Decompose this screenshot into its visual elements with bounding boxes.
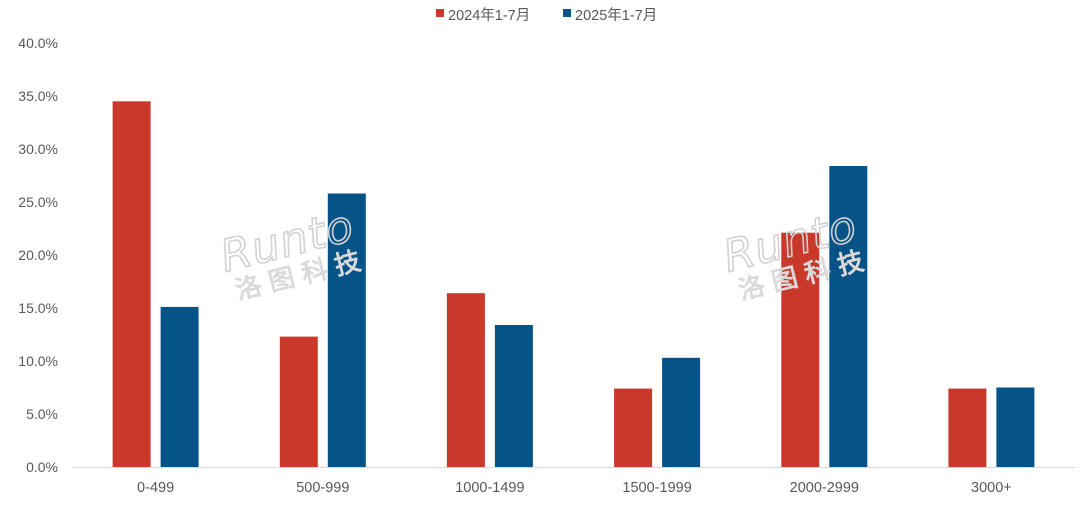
legend-swatch-2025	[563, 9, 571, 17]
bar-series1-2000-2999	[781, 232, 820, 467]
bar-series1-500-999	[279, 336, 318, 467]
y-tick-label: 10.0%	[18, 353, 58, 369]
y-tick-label: 20.0%	[18, 247, 58, 263]
bar-series1-3000+	[948, 388, 987, 467]
legend-label-2025: 2025年1-7月	[575, 7, 657, 24]
y-axis: 0.0% 5.0% 10.0% 15.0% 20.0% 25.0% 30.0% 35.0% 40…	[18, 35, 58, 475]
x-tick-label: 3000+	[971, 480, 1012, 496]
legend-swatch-2024	[436, 9, 444, 17]
bar-series2-2000-2999	[829, 166, 868, 467]
bar-series1-1000-1499	[446, 293, 485, 467]
legend-label-2024: 2024年1-7月	[448, 7, 530, 24]
bar-series2-1500-1999	[662, 357, 701, 467]
y-tick-label: 15.0%	[18, 300, 58, 316]
y-tick-label: 0.0%	[26, 459, 58, 475]
y-tick-label: 5.0%	[26, 406, 58, 422]
bar-series2-0-499	[160, 306, 199, 467]
y-tick-label: 35.0%	[18, 88, 58, 104]
bar-series1-0-499	[112, 101, 151, 468]
bar-series2-3000+	[996, 387, 1035, 467]
x-tick-label: 0-499	[137, 480, 174, 496]
bar-series1-1500-1999	[614, 388, 653, 467]
x-tick-label: 2000-2999	[790, 480, 859, 496]
y-tick-label: 40.0%	[18, 35, 58, 51]
x-axis: 0-499 500-999 1000-1499 1500-1999 2000-2999 3…	[137, 480, 1012, 496]
bars	[112, 101, 1035, 468]
y-tick-label: 25.0%	[18, 194, 58, 210]
x-tick-label: 1000-1499	[455, 480, 524, 496]
x-tick-label: 1500-1999	[622, 480, 691, 496]
y-tick-label: 30.0%	[18, 141, 58, 157]
bar-series2-500-999	[327, 193, 366, 467]
x-tick-label: 500-999	[296, 480, 349, 496]
legend: 2024年1-7月 2025年1-7月	[436, 7, 657, 24]
bar-series2-1000-1499	[494, 325, 533, 467]
